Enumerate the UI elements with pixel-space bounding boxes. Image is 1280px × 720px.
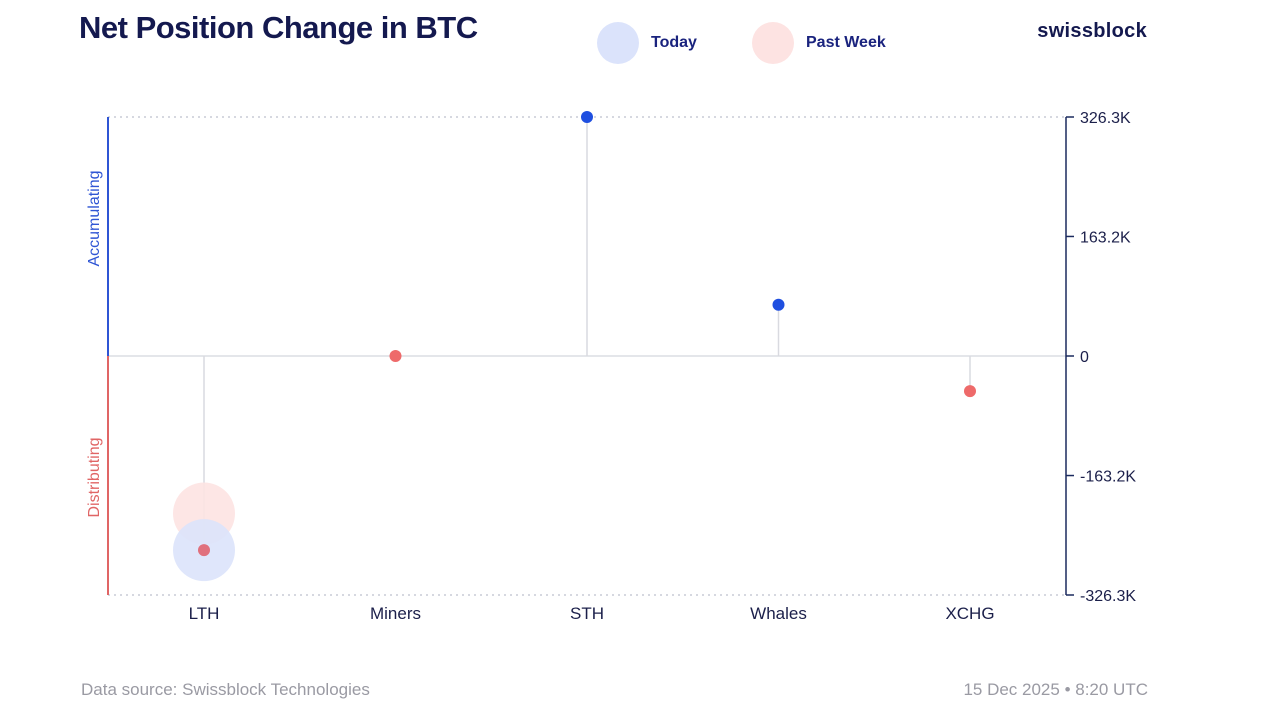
chart-title: Net Position Change in BTC (79, 10, 478, 45)
data-point-miners (389, 350, 402, 362)
legend-item-today[interactable]: Today (597, 22, 697, 64)
bubble-layer (173, 482, 235, 582)
distributing-label: Distributing (86, 437, 103, 517)
data-point-lth (198, 544, 210, 557)
y-tick-label: -163.2K (1080, 469, 1136, 486)
stem-layer (203, 117, 971, 551)
legend-today-swatch (597, 22, 639, 64)
data-point-xchg (964, 385, 976, 398)
brand-logo: swissblock (1037, 20, 1147, 42)
y-tick-label: -326.3K (1080, 588, 1136, 605)
data-source-note: Data source: Swissblock Technologies (81, 680, 370, 699)
data-point-sth (581, 111, 593, 123)
x-category-label: Miners (370, 604, 421, 623)
y-tick-label: 163.2K (1080, 229, 1131, 246)
y-tick-label: 326.3K (1080, 110, 1131, 127)
timestamp: 15 Dec 2025 • 8:20 UTC (963, 680, 1148, 699)
data-point-whales (772, 298, 785, 311)
x-category-label: XCHG (945, 604, 994, 623)
y-tick-label: 0 (1080, 349, 1089, 366)
x-category-label: STH (570, 604, 604, 623)
x-category-label: Whales (750, 604, 807, 623)
legend-today-label: Today (651, 34, 697, 51)
legend-item-past-week[interactable]: Past Week (752, 22, 886, 64)
accumulating-label: Accumulating (86, 170, 103, 266)
x-category-label: LTH (189, 604, 220, 623)
label-layer: 326.3K 163.2K 0 -163.2K -326.3K Accumulating D… (86, 110, 1136, 623)
point-layer (198, 111, 976, 557)
legend-past-week-swatch (752, 22, 794, 64)
axis-layer (107, 116, 1074, 596)
legend-past-week-label: Past Week (806, 34, 886, 51)
